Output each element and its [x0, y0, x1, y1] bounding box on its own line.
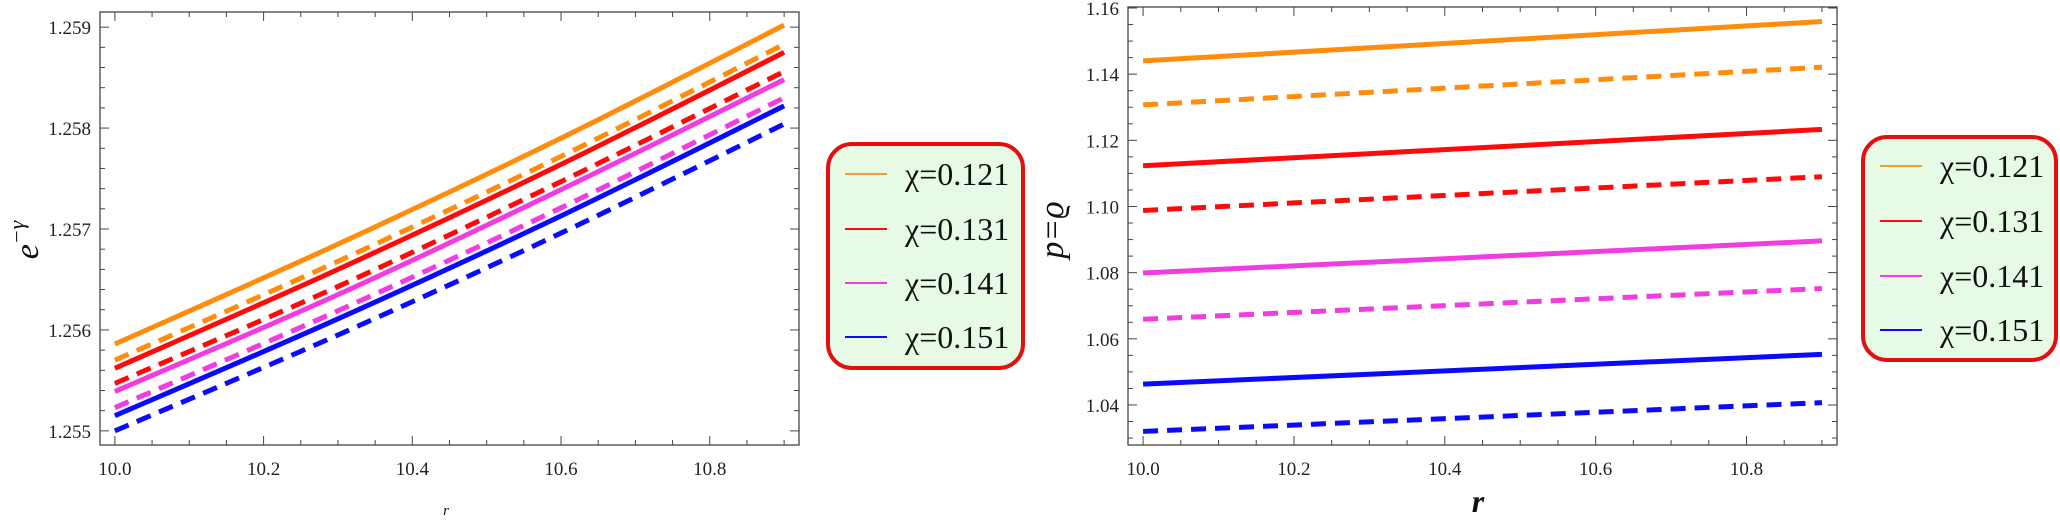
- right-series-dashed-1: [1142, 64, 1823, 108]
- right-x-axis-label: r: [1472, 483, 1485, 519]
- legend-swatch-red: [1880, 220, 1922, 222]
- legend-item: χ=0.131: [1865, 201, 2054, 241]
- legend-item: χ=0.121: [830, 154, 1021, 194]
- right-y-axis-label: p=ϱ: [1034, 201, 1071, 260]
- left-x-tick-label: 10.4: [396, 459, 430, 480]
- left-series-dashed-3: [113, 69, 786, 386]
- right-x-tick-label: 10.6: [1579, 459, 1612, 480]
- plot-left-e-gamma: 10.0 10.2 10.4 10.6 10.8 1.255 1.256 1.257 1.258…: [48, 11, 800, 480]
- right-y-tick-label: 1.12: [1086, 131, 1119, 152]
- right-x-tick-label: 10.0: [1126, 459, 1159, 480]
- legend-item: χ=0.151: [830, 317, 1021, 357]
- right-series-solid-6: [1142, 351, 1823, 387]
- legend-item: χ=0.141: [830, 263, 1021, 303]
- right-series-solid-2: [1142, 126, 1823, 169]
- legend-swatch-magenta: [1880, 275, 1922, 277]
- legend-label: χ=0.151: [1940, 311, 2045, 348]
- right-y-tick-label: 1.16: [1086, 0, 1119, 20]
- legend-swatch-orange: [1880, 165, 1922, 167]
- left-y-axis-label-sup: −γ: [4, 219, 29, 244]
- left-x-tick-label: 10.8: [693, 459, 726, 480]
- left-series-solid-6: [113, 103, 786, 419]
- left-x-tick-label: 10.0: [98, 459, 131, 480]
- left-x-tick-label: 10.6: [544, 459, 577, 480]
- plot-right-pressure-density: 10.0 10.2 10.4 10.6 10.8 1.04 1.06 1.08 1.10 1.12…: [1086, 0, 1838, 480]
- legend-label: χ=0.121: [1940, 147, 2045, 184]
- right-y-tick-label: 1.04: [1086, 396, 1120, 417]
- left-y-tick-label: 1.258: [48, 119, 91, 140]
- left-series-solid-0: [113, 22, 786, 347]
- legend-left: χ=0.121 χ=0.131 χ=0.141 χ=0.151: [826, 142, 1025, 370]
- left-series-dashed-1: [113, 42, 786, 363]
- right-x-tick-label: 10.4: [1428, 459, 1462, 480]
- legend-item: χ=0.131: [830, 209, 1021, 249]
- left-y-tick-label: 1.255: [48, 422, 91, 443]
- right-x-tick-label: 10.2: [1277, 459, 1310, 480]
- legend-item: χ=0.151: [1865, 310, 2054, 350]
- right-series-dashed-3: [1142, 174, 1823, 213]
- left-series-dashed-7: [113, 121, 786, 434]
- legend-label: χ=0.151: [905, 318, 1010, 355]
- right-y-tick-label: 1.06: [1086, 330, 1119, 351]
- left-y-tick-label: 1.257: [48, 220, 91, 241]
- legend-swatch-blue: [845, 336, 887, 338]
- left-series-solid-2: [113, 50, 786, 371]
- left-series-dashed-5: [113, 95, 786, 410]
- left-y-axis-label-base: e: [9, 244, 46, 259]
- legend-swatch-magenta: [845, 282, 887, 284]
- legend-label: χ=0.141: [1940, 257, 2045, 294]
- legend-label: χ=0.131: [1940, 202, 2045, 239]
- left-y-tick-label: 1.259: [48, 18, 91, 39]
- legend-label: χ=0.121: [905, 155, 1010, 192]
- left-series-solid-4: [113, 77, 786, 394]
- legend-item: χ=0.121: [1865, 146, 2054, 186]
- legend-label: χ=0.131: [905, 210, 1010, 247]
- left-plot-frame: [99, 11, 800, 446]
- legend-swatch-red: [845, 228, 887, 230]
- left-x-axis-label: r: [443, 503, 449, 519]
- legend-item: χ=0.141: [1865, 256, 2054, 296]
- legend-right: χ=0.121 χ=0.131 χ=0.141 χ=0.151: [1861, 135, 2058, 362]
- right-series-dashed-5: [1142, 286, 1823, 322]
- right-series-dashed-7: [1142, 400, 1823, 434]
- legend-swatch-orange: [845, 173, 887, 175]
- legend-swatch-blue: [1880, 329, 1922, 331]
- left-x-tick-label: 10.2: [247, 459, 280, 480]
- right-y-tick-label: 1.10: [1086, 197, 1119, 218]
- legend-label: χ=0.141: [905, 264, 1010, 301]
- left-y-axis-label: e−γ: [4, 219, 46, 259]
- right-series-solid-4: [1142, 238, 1823, 276]
- left-y-tick-label: 1.256: [48, 321, 91, 342]
- right-series-solid-0: [1142, 19, 1823, 64]
- right-x-tick-label: 10.8: [1730, 459, 1763, 480]
- right-y-tick-label: 1.14: [1086, 65, 1120, 86]
- right-y-tick-label: 1.08: [1086, 264, 1119, 285]
